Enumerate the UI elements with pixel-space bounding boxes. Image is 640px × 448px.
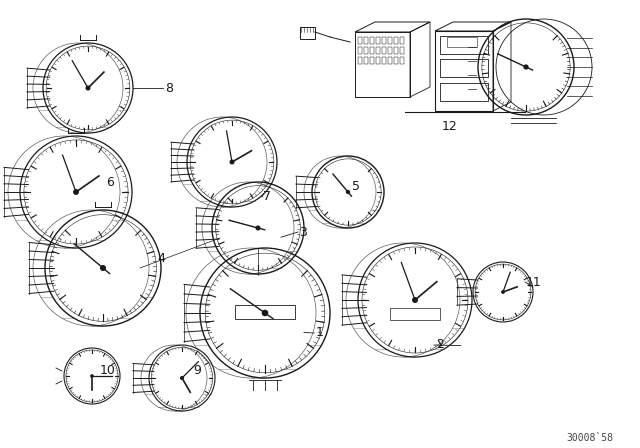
Circle shape — [100, 266, 106, 270]
Bar — [390, 308, 440, 320]
Bar — [364, 47, 368, 54]
Bar — [440, 83, 488, 101]
Circle shape — [230, 160, 234, 164]
Text: 4: 4 — [157, 251, 165, 264]
Circle shape — [86, 86, 90, 90]
Bar — [358, 37, 362, 44]
Bar — [394, 47, 398, 54]
Circle shape — [524, 65, 528, 69]
Bar — [235, 305, 295, 319]
Circle shape — [262, 310, 268, 315]
Text: 7: 7 — [263, 190, 271, 203]
Circle shape — [256, 226, 260, 230]
Bar — [358, 57, 362, 64]
Bar — [388, 57, 392, 64]
Bar — [355, 32, 410, 97]
Bar — [400, 47, 404, 54]
Bar — [358, 47, 362, 54]
Text: 2: 2 — [436, 339, 444, 352]
Text: 12: 12 — [442, 120, 458, 133]
Text: 30008`58: 30008`58 — [566, 433, 614, 443]
Text: 1: 1 — [316, 327, 324, 340]
Text: 11: 11 — [526, 276, 541, 289]
Bar — [382, 37, 386, 44]
Bar — [364, 37, 368, 44]
Bar — [394, 57, 398, 64]
Text: 9: 9 — [193, 363, 201, 376]
Circle shape — [180, 377, 183, 379]
Bar — [370, 37, 374, 44]
Circle shape — [413, 298, 417, 302]
Bar — [440, 36, 488, 54]
Circle shape — [347, 190, 349, 194]
Text: 3: 3 — [299, 225, 307, 238]
Text: 6: 6 — [106, 177, 114, 190]
Bar — [370, 47, 374, 54]
Bar — [447, 37, 477, 47]
Circle shape — [91, 375, 93, 377]
Bar — [388, 47, 392, 54]
Bar — [400, 57, 404, 64]
Bar — [394, 37, 398, 44]
Bar — [376, 47, 380, 54]
Bar — [364, 57, 368, 64]
Bar — [382, 57, 386, 64]
Bar — [388, 37, 392, 44]
Bar — [435, 31, 493, 111]
Circle shape — [502, 291, 504, 293]
Bar — [440, 59, 488, 77]
Circle shape — [74, 190, 78, 194]
Text: 5: 5 — [352, 180, 360, 193]
Bar — [300, 27, 315, 39]
Bar — [376, 57, 380, 64]
Bar — [400, 37, 404, 44]
Text: 8: 8 — [165, 82, 173, 95]
Text: 10: 10 — [100, 363, 116, 376]
Bar — [370, 57, 374, 64]
Bar — [382, 47, 386, 54]
Bar — [376, 37, 380, 44]
